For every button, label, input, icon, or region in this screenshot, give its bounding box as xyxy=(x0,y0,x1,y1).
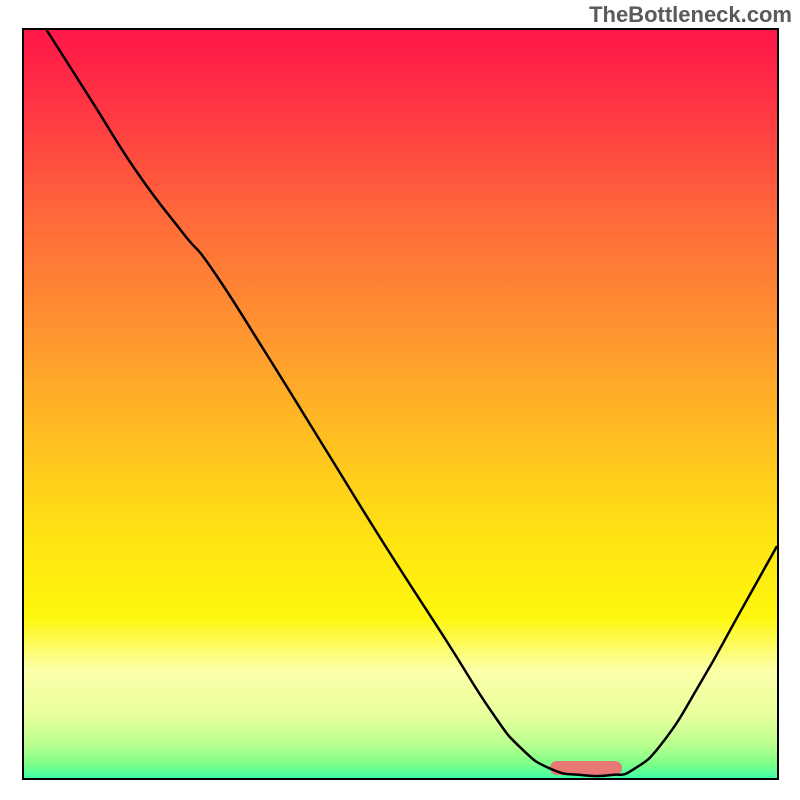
plot-area xyxy=(22,28,779,780)
curve-line xyxy=(24,30,777,778)
watermark-text: TheBottleneck.com xyxy=(589,2,792,28)
chart-container: TheBottleneck.com xyxy=(0,0,800,800)
